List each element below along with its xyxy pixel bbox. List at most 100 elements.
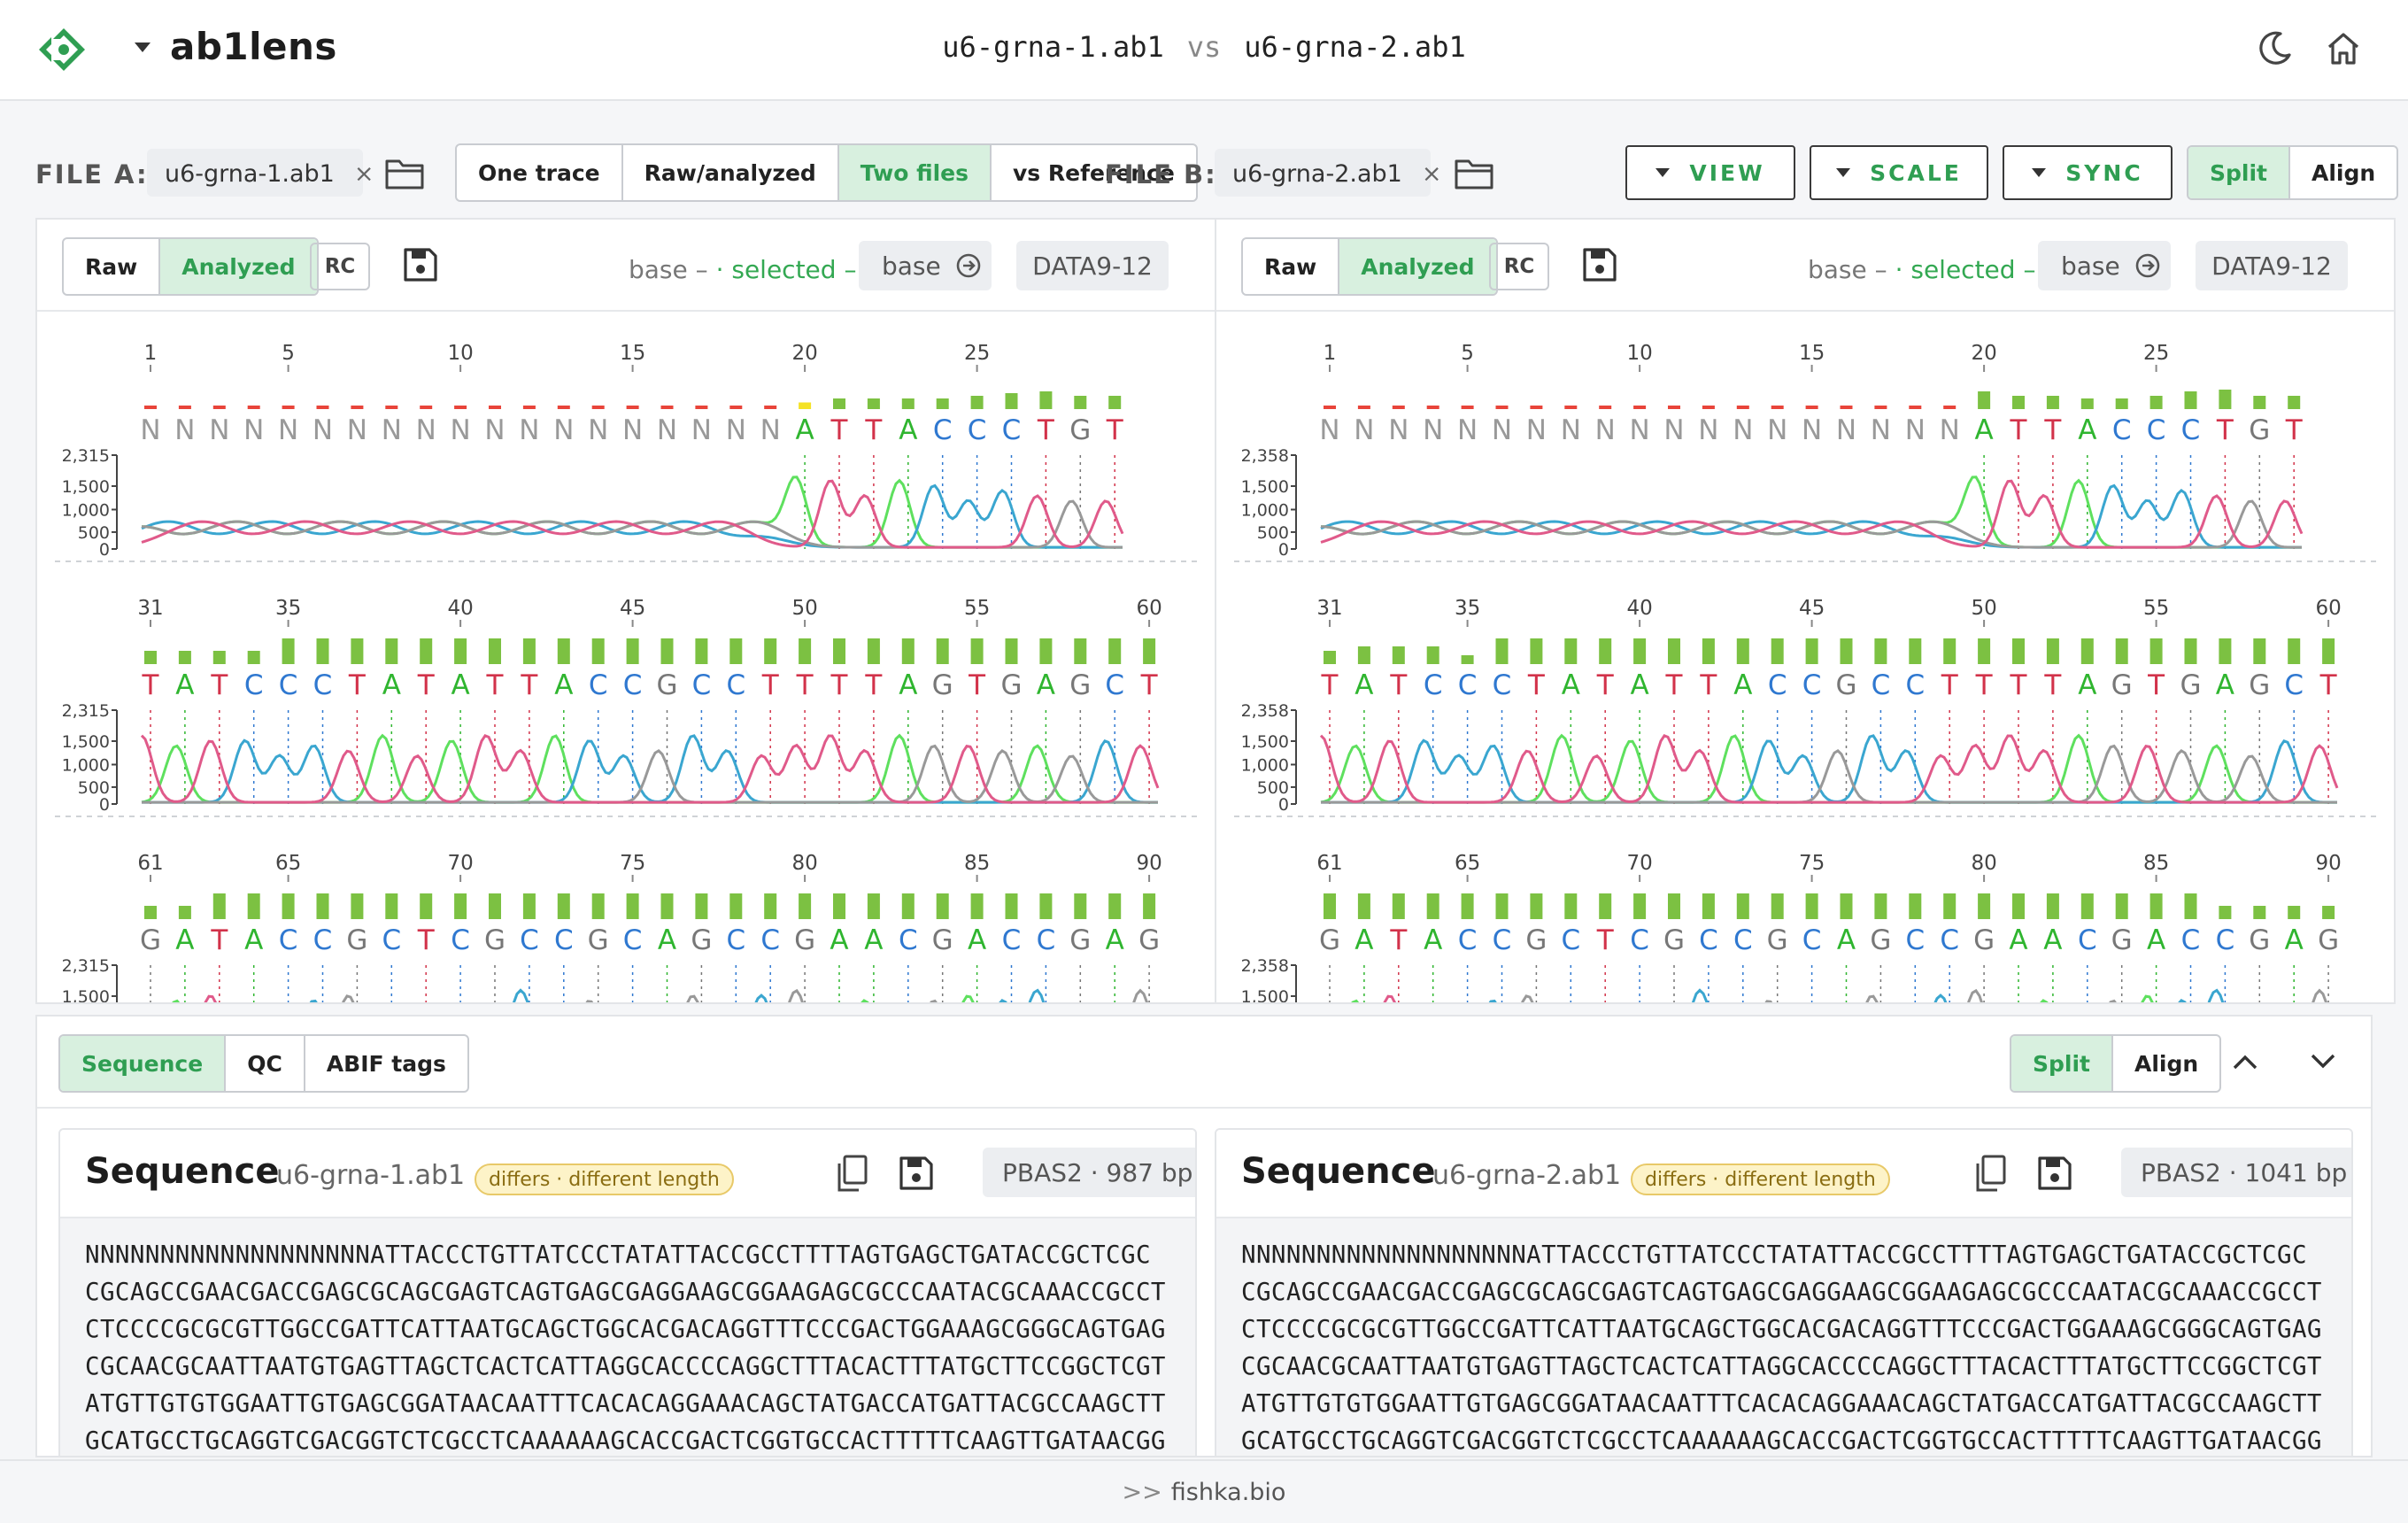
mode-two-files-button[interactable]: Two files [838, 145, 992, 200]
app-menu-caret-icon[interactable] [135, 43, 150, 52]
base-call-letter: N [140, 414, 160, 446]
base-call-letter: N [657, 414, 677, 446]
base-call-letter: T [1596, 924, 1615, 956]
view-dropdown[interactable]: VIEW [1625, 145, 1795, 200]
save-sequence-a-icon[interactable] [898, 1155, 935, 1192]
quality-bar [1564, 893, 1578, 919]
base-call-letter: A [899, 669, 917, 701]
save-trace-a-icon[interactable] [402, 246, 439, 283]
base-call-letter: A [1424, 924, 1442, 956]
chromatogram-a[interactable]: 1 5 10 15 20 25N N N N N N N N N N N N N N N N N N N A T T A C C C T G T2… [37, 312, 1216, 1004]
reverse-complement-button-b[interactable]: RC [1489, 243, 1549, 290]
footer-link[interactable]: fishka.bio [1170, 1479, 1286, 1506]
base-call-letter: N [1526, 414, 1547, 446]
quality-bar [901, 638, 915, 664]
base-jump-field-b[interactable]: base [2038, 241, 2171, 290]
quality-bar [901, 398, 915, 409]
base-call-letter: C [1458, 924, 1478, 956]
position-tick-label: 25 [2143, 342, 2169, 365]
reverse-complement-button-a[interactable]: RC [310, 243, 370, 290]
raw-button-b[interactable]: Raw [1243, 239, 1340, 294]
file-a-label: FILE A: [35, 159, 149, 189]
base-call-letter: A [175, 669, 194, 701]
dark-mode-moon-icon[interactable] [2254, 28, 2295, 69]
sequence-text-b[interactable]: NNNNNNNNNNNNNNNNNNNATTACCCTGTTATCCCTATAT… [1216, 1218, 2351, 1456]
quality-bar [1461, 406, 1474, 409]
copy-sequence-b-icon[interactable] [1972, 1153, 2008, 1194]
details-tabs: Sequence QC ABIF tags [58, 1034, 469, 1093]
quality-bar [1702, 406, 1715, 409]
sequence-text-a[interactable]: NNNNNNNNNNNNNNNNNNNATTACCCTGTTATCCCTATAT… [60, 1218, 1195, 1456]
open-file-b-folder-icon[interactable] [1454, 156, 1494, 191]
copy-sequence-a-icon[interactable] [834, 1153, 869, 1194]
app-logo-icon[interactable] [34, 23, 94, 76]
sequence-card-a-header: Sequence u6-grna-1.ab1 differs · differe… [60, 1130, 1195, 1218]
base-call-letter: C [589, 669, 608, 701]
base-call-letter: G [588, 924, 609, 956]
quality-bar [1668, 638, 1680, 664]
home-icon[interactable] [2323, 28, 2364, 69]
details-align-button[interactable]: Align [2134, 1050, 2199, 1077]
base-call-letter: A [1733, 669, 1752, 701]
open-file-a-folder-icon[interactable] [384, 156, 425, 191]
sync-dropdown[interactable]: SYNC [2003, 145, 2173, 200]
base-call-letter: N [1561, 414, 1581, 446]
remove-file-a-icon[interactable]: × [353, 160, 374, 188]
base-call-letter: G [2111, 669, 2133, 701]
base-call-letter: C [760, 924, 780, 956]
position-tick-label: 20 [791, 342, 817, 365]
y-tick-label: 500 [78, 778, 110, 798]
details-split-button[interactable]: Split [2011, 1036, 2113, 1091]
quality-bar [1324, 651, 1336, 664]
mode-one-trace-button[interactable]: One trace [457, 145, 623, 200]
base-call-letter: N [553, 414, 574, 446]
quality-bar [247, 406, 260, 409]
scale-dropdown[interactable]: SCALE [1810, 145, 1988, 200]
tab-abif-tags[interactable]: ABIF tags [326, 1050, 446, 1077]
layout-split-button[interactable]: Split [2188, 147, 2290, 198]
tab-sequence[interactable]: Sequence [60, 1036, 227, 1091]
quality-bar [833, 638, 845, 664]
go-to-base-a-icon[interactable] [954, 251, 983, 280]
analyzed-button-a[interactable]: Analyzed [160, 239, 317, 294]
base-call-letter: G [794, 924, 815, 956]
base-call-letter: T [761, 669, 780, 701]
quality-bar [1005, 893, 1018, 919]
scale-dropdown-label: SCALE [1870, 159, 1962, 186]
go-to-base-b-icon[interactable] [2134, 251, 2162, 280]
footer-arrows: >> [1122, 1479, 1162, 1506]
quality-bar [1461, 655, 1474, 664]
trace-channel-A [1320, 733, 2337, 804]
raw-button-a[interactable]: Raw [64, 239, 161, 294]
analyzed-button-b[interactable]: Analyzed [1339, 239, 1496, 294]
mode-vs-reference-button[interactable]: vs Reference [1013, 159, 1175, 186]
quality-bar [1943, 893, 1956, 919]
base-call-letter: G [1069, 669, 1091, 701]
base-call-letter: C [726, 669, 745, 701]
chromatogram-b[interactable]: 1 5 10 15 20 25N N N N N N N N N N N N N N N N N N N A T T A C C C T G T2… [1216, 312, 2396, 1004]
tab-qc[interactable]: QC [226, 1036, 305, 1091]
base-jump-field-a[interactable]: base [859, 241, 992, 290]
save-trace-b-icon[interactable] [1581, 246, 1618, 283]
quality-bar [2288, 638, 2301, 664]
base-call-letter: N [1457, 414, 1478, 446]
layout-align-button[interactable]: Align [2312, 159, 2376, 186]
base-call-letter: N [382, 414, 402, 446]
quality-bar [936, 398, 949, 409]
position-tick-label: 75 [620, 852, 645, 875]
save-sequence-b-icon[interactable] [2036, 1155, 2073, 1192]
collapse-up-chevron-icon[interactable] [2229, 1048, 2261, 1075]
footer: >> fishka.bio [0, 1459, 2408, 1523]
quality-bar [1530, 638, 1543, 664]
position-tick-label: 31 [137, 597, 163, 620]
quality-bar [385, 893, 398, 919]
position-tick-label: 5 [1461, 342, 1474, 365]
base-call-letter: T [2010, 414, 2028, 446]
quality-bar [1840, 893, 1853, 919]
expand-down-chevron-icon[interactable] [2307, 1048, 2339, 1075]
base-call-letter: C [1458, 669, 1478, 701]
quality-bar [1771, 893, 1784, 919]
mode-raw-analyzed-button[interactable]: Raw/analyzed [623, 145, 839, 200]
remove-file-b-icon[interactable]: × [1421, 160, 1442, 188]
quality-bar [1461, 893, 1474, 919]
